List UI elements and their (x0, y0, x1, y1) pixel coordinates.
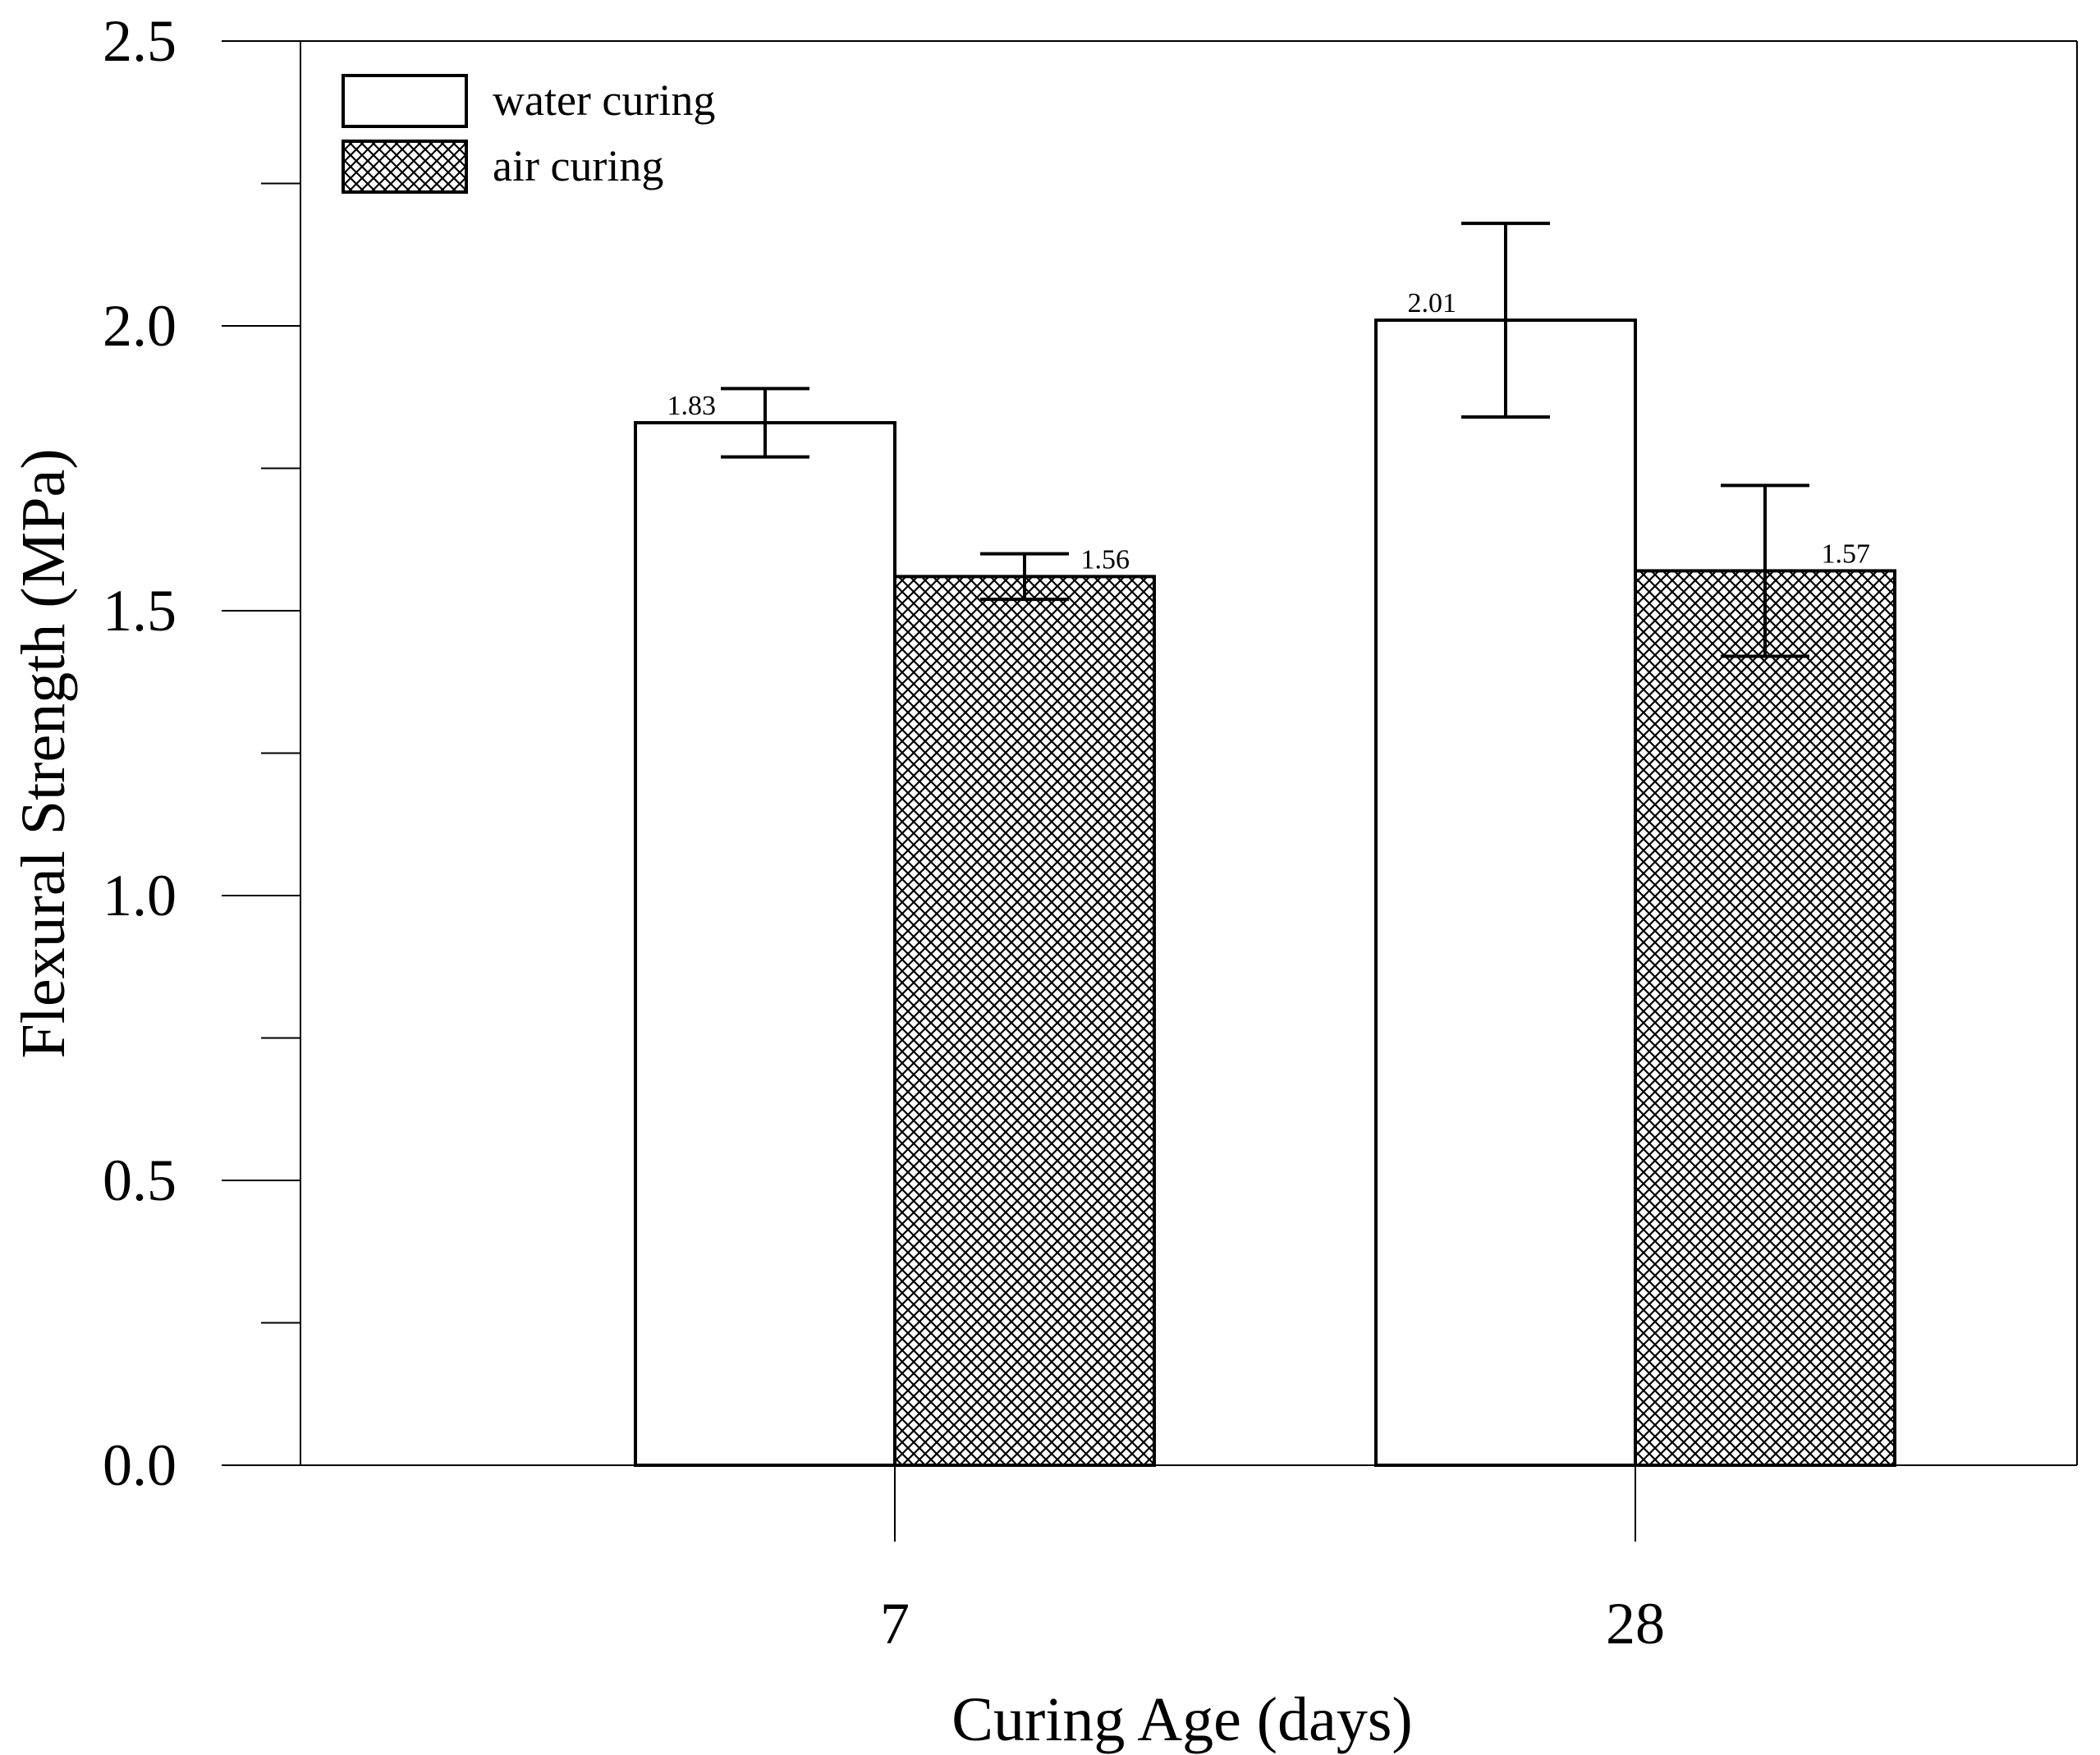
y-axis-title: Flexural Strength (MPa) (9, 448, 78, 1058)
bar-water-curing-28 (1374, 318, 1637, 1467)
legend-label: air curing (493, 141, 663, 190)
bar-air-curing-28 (1634, 569, 1896, 1467)
legend-swatch-water-curing (342, 74, 468, 128)
data-label: 1.83 (667, 391, 717, 421)
x-axis-title: Curing Age (days) (951, 1685, 1412, 1754)
y-tick-label: 0.5 (103, 1148, 177, 1213)
x-tick-label: 28 (1606, 1591, 1665, 1656)
y-tick-label: 2.0 (103, 293, 177, 359)
y-tick-label: 1.0 (103, 863, 177, 928)
y-tick-label: 0.0 (103, 1432, 177, 1498)
x-tick-label: 7 (880, 1591, 910, 1656)
legend-label: water curing (493, 76, 715, 125)
y-tick-label: 2.5 (103, 8, 177, 74)
data-label: 1.57 (1822, 538, 1871, 569)
bar-water-curing-7 (634, 420, 896, 1467)
data-label: 2.01 (1408, 288, 1457, 318)
bar-air-curing-7 (893, 575, 1156, 1467)
legend-swatch-air-curing (342, 140, 468, 194)
y-tick-label: 1.5 (103, 578, 177, 644)
data-label: 1.56 (1081, 544, 1130, 575)
